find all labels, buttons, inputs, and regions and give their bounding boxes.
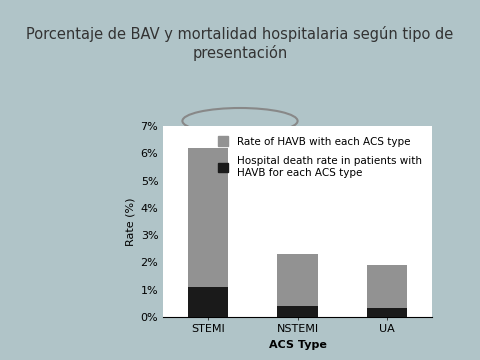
Y-axis label: Rate (%): Rate (%) — [125, 197, 135, 246]
X-axis label: ACS Type: ACS Type — [269, 340, 326, 350]
Bar — [367, 265, 408, 317]
Legend: Rate of HAVB with each ACS type, Hospital death rate in patients with
HAVB for e: Rate of HAVB with each ACS type, Hospita… — [213, 131, 427, 183]
Text: Porcentaje de BAV y mortalidad hospitalaria según tipo de
presentación: Porcentaje de BAV y mortalidad hospitala… — [26, 26, 454, 60]
Bar — [277, 306, 318, 317]
Bar — [188, 148, 228, 317]
Bar — [188, 287, 228, 317]
Bar — [277, 254, 318, 317]
Bar — [367, 308, 408, 317]
